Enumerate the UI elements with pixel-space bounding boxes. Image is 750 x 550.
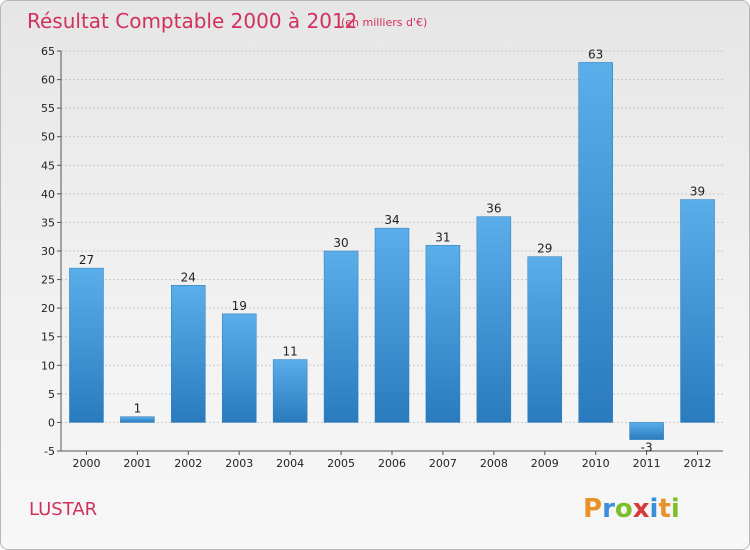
bar-2004	[272, 359, 308, 423]
data-label-2002: 24	[181, 270, 196, 284]
x-tick-label: 2002	[174, 457, 202, 470]
chart-subtitle: (en milliers d'€)	[341, 16, 427, 29]
y-tick-label: 0	[48, 416, 55, 429]
logo-letter: r	[602, 494, 615, 524]
data-label-2009: 29	[537, 242, 552, 256]
axis-layer: -5 0 5 10 15 20 25 30 35 40 45 50 55 60 65 2000 2001 2002…	[41, 45, 723, 470]
bar-2012	[680, 199, 715, 423]
bar-2006	[374, 227, 410, 423]
data-label-2007: 31	[435, 230, 450, 244]
data-label-2010: 63	[588, 47, 603, 61]
x-tick-label: 2003	[225, 457, 253, 470]
logo-letter: P	[583, 494, 602, 524]
data-label-2004: 11	[283, 345, 298, 359]
x-tick-label: 2008	[480, 457, 508, 470]
data-label-2001: 1	[134, 402, 142, 416]
y-tick-label: 5	[48, 388, 55, 401]
x-tick-label: 2012	[684, 457, 712, 470]
y-tick-label: 45	[41, 159, 55, 172]
x-tick-label: 2011	[633, 457, 661, 470]
y-tick-label: 25	[41, 274, 55, 287]
y-tick-label: 50	[41, 131, 55, 144]
y-tick-label: -5	[44, 445, 55, 458]
bar-2000	[69, 267, 104, 423]
data-label-2008: 36	[486, 202, 501, 216]
logo-letter: o	[615, 494, 633, 524]
bar-2002	[171, 285, 206, 423]
bar-2007	[425, 245, 461, 423]
label-layer: 27 1 24 19 11 30 34 31 36 29 63 -3 39	[79, 47, 705, 454]
logo-letter: i	[650, 494, 659, 524]
y-tick-label: 15	[41, 331, 55, 344]
x-tick-label: 2004	[276, 457, 304, 470]
bar-2003	[221, 313, 257, 423]
proxiti-logo: Proxiti	[583, 494, 680, 524]
bar-2005	[323, 250, 359, 423]
x-tick-label: 2006	[378, 457, 406, 470]
data-label-2006: 34	[384, 213, 399, 227]
x-tick-label: 2007	[429, 457, 457, 470]
bar-2011	[629, 422, 664, 440]
y-tick-label: 65	[41, 45, 55, 58]
bar-layer	[69, 62, 715, 440]
data-label-2003: 19	[232, 299, 247, 313]
x-tick-label: 2001	[123, 457, 151, 470]
commune-name: LUSTAR	[29, 499, 97, 520]
bar-2009	[527, 256, 563, 423]
y-tick-label: 60	[41, 74, 55, 87]
y-tick-label: 30	[41, 245, 55, 258]
x-tick-label: 2009	[531, 457, 559, 470]
data-label-2011: -3	[641, 441, 653, 455]
x-tick-label: 2010	[582, 457, 610, 470]
bar-2008	[476, 216, 512, 423]
logo-letter: t	[658, 494, 670, 524]
y-tick-label: 40	[41, 188, 55, 201]
y-tick-label: 55	[41, 102, 55, 115]
x-tick-label: 2005	[327, 457, 355, 470]
logo-letter: i	[671, 494, 680, 524]
logo-letter: x	[633, 494, 650, 524]
y-tick-label: 20	[41, 302, 55, 315]
x-tick-label: 2000	[72, 457, 100, 470]
data-label-2012: 39	[690, 185, 705, 199]
data-label-2005: 30	[333, 236, 348, 250]
y-tick-label: 10	[41, 359, 55, 372]
data-label-2000: 27	[79, 253, 94, 267]
bar-2010	[578, 62, 613, 423]
bar-2001	[120, 416, 155, 423]
chart-title: Résultat Comptable 2000 à 2012	[27, 9, 357, 33]
y-tick-label: 35	[41, 216, 55, 229]
